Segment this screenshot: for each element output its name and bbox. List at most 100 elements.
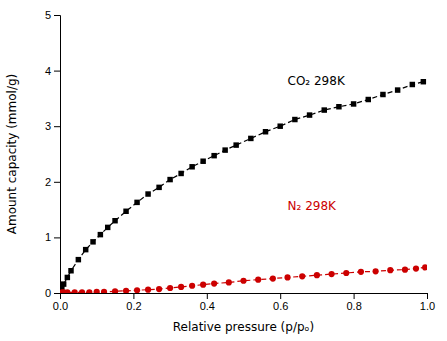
x-axis-tick-mark xyxy=(354,293,355,299)
x-axis: 0.0 0.2 0.4 0.6 0.8 1.0 xyxy=(53,293,435,312)
data-point xyxy=(322,107,327,112)
y-axis-tick: 4 xyxy=(45,65,60,77)
annotation: CO₂ 298K xyxy=(288,74,346,88)
data-point xyxy=(402,267,408,273)
marks xyxy=(60,79,427,293)
data-point xyxy=(395,87,400,92)
x-axis-tick-mark xyxy=(207,293,208,299)
data-point xyxy=(292,117,297,122)
y-axis-tick-label: 4 xyxy=(45,65,51,77)
y-axis-line xyxy=(54,16,61,294)
x-axis-tick-label: 0.0 xyxy=(53,300,68,312)
data-point xyxy=(413,265,419,271)
data-point xyxy=(387,267,393,273)
data-point xyxy=(156,286,162,292)
data-point xyxy=(72,289,78,293)
x-axis-title: Relative pressure (p/pₒ) xyxy=(173,320,314,334)
x-axis-line xyxy=(61,294,428,300)
x-axis-tick-label: 0.2 xyxy=(126,300,141,312)
x-axis-tick: 0.2 xyxy=(126,293,141,312)
data-point xyxy=(222,147,227,152)
data-point xyxy=(366,97,371,102)
data-point xyxy=(240,278,246,284)
y-axis-tick-mark xyxy=(54,126,60,127)
data-point xyxy=(422,264,427,270)
data-point xyxy=(270,275,276,281)
data-point xyxy=(211,280,217,286)
data-point xyxy=(328,271,334,277)
data-point xyxy=(343,270,349,276)
data-point xyxy=(76,257,81,262)
data-point xyxy=(145,287,151,293)
data-point xyxy=(98,232,103,237)
data-point xyxy=(421,79,426,84)
data-point xyxy=(68,268,73,273)
data-point xyxy=(83,247,88,252)
data-point xyxy=(61,281,66,286)
y-axis-tick-mark xyxy=(54,237,60,238)
data-point xyxy=(65,275,70,280)
y-axis-tick: 5 xyxy=(45,9,60,21)
x-axis-tick: 0.8 xyxy=(346,293,361,312)
data-point xyxy=(277,123,282,128)
data-point xyxy=(351,101,356,106)
y-axis-tick: 3 xyxy=(45,120,60,132)
data-point xyxy=(380,92,385,97)
data-point xyxy=(112,288,118,293)
data-point xyxy=(178,284,184,290)
data-point xyxy=(79,289,85,293)
data-point xyxy=(255,277,261,283)
y-axis-title: Amount capacity (mmol/g) xyxy=(5,74,19,235)
series-line xyxy=(61,82,424,289)
data-point xyxy=(167,177,172,182)
data-point xyxy=(200,158,205,163)
data-point xyxy=(200,282,206,288)
data-point xyxy=(86,289,92,293)
data-point xyxy=(145,191,150,196)
x-axis-tick-label: 1.0 xyxy=(420,300,435,312)
x-axis-tick-mark xyxy=(280,293,281,299)
data-point xyxy=(284,274,290,280)
x-axis-tick: 0.0 xyxy=(53,293,68,312)
data-point xyxy=(336,104,341,109)
y-axis-tick-mark xyxy=(54,293,60,294)
y-axis-tick-mark xyxy=(54,15,60,16)
x-axis-tick-label: 0.6 xyxy=(273,300,288,312)
y-axis-tick-label: 2 xyxy=(45,176,51,188)
x-axis-tick-label: 0.4 xyxy=(200,300,215,312)
y-axis-tick-label: 5 xyxy=(45,9,51,21)
data-point xyxy=(123,209,128,214)
data-point xyxy=(307,112,312,117)
x-axis-tick: 1.0 xyxy=(420,293,435,312)
x-axis-tick-mark xyxy=(427,293,428,299)
data-point xyxy=(167,285,173,291)
data-point xyxy=(189,164,194,169)
data-point xyxy=(101,289,107,293)
data-point xyxy=(373,268,379,274)
y-axis-tick: 1 xyxy=(45,231,60,243)
y-axis-tick: 2 xyxy=(45,176,60,188)
y-axis-tick-label: 3 xyxy=(45,120,51,132)
x-axis-tick: 0.4 xyxy=(200,293,215,312)
data-point xyxy=(263,129,268,134)
y-axis-tick-mark xyxy=(54,182,60,183)
data-point xyxy=(90,239,95,244)
data-point xyxy=(211,153,216,158)
data-point xyxy=(248,136,253,141)
data-point xyxy=(226,279,232,285)
data-point xyxy=(314,272,320,278)
data-point xyxy=(112,218,117,223)
y-axis-tick-label: 0 xyxy=(45,287,51,299)
data-point xyxy=(105,225,110,230)
data-point xyxy=(94,289,100,293)
data-point xyxy=(123,288,129,293)
x-axis-tick: 0.6 xyxy=(273,293,288,312)
y-axis-tick: 0 xyxy=(45,287,60,299)
x-axis-tick-mark xyxy=(133,293,134,299)
data-point xyxy=(64,289,70,293)
data-point xyxy=(233,142,238,147)
data-point xyxy=(358,269,364,275)
y-axis-tick-label: 1 xyxy=(45,231,51,243)
data-point xyxy=(134,287,140,293)
plot-area: 0.00.20.40.60.81.0012345CO₂ 298KN₂ 298K xyxy=(45,9,435,312)
